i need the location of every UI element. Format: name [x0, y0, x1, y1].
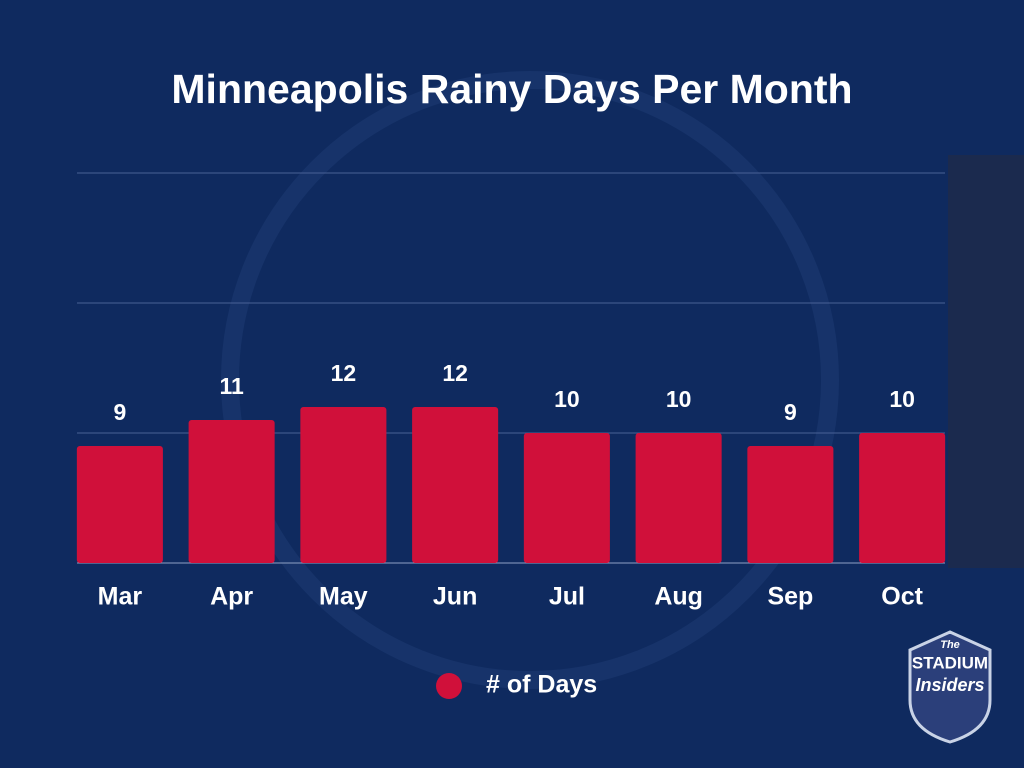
value-label: 10: [889, 386, 915, 412]
logo-text: The: [940, 639, 960, 651]
legend-marker: [436, 673, 462, 699]
x-tick-label: Jul: [549, 583, 585, 611]
x-tick-label: May: [319, 583, 368, 611]
logo-badge: [908, 630, 992, 744]
value-label: 9: [113, 399, 126, 425]
side-panel: [948, 155, 1024, 568]
logo: The STADIUM Insiders: [908, 630, 992, 744]
x-tick-label: Oct: [881, 583, 923, 611]
x-tick-label: Jun: [433, 583, 477, 611]
bar: [523, 433, 610, 563]
value-label: 10: [554, 386, 580, 412]
value-label: 11: [219, 373, 244, 399]
value-label: 9: [784, 399, 797, 425]
x-tick-label: Mar: [98, 583, 143, 611]
value-label: 12: [331, 360, 357, 386]
bar: [412, 407, 499, 563]
x-tick-label: Aug: [654, 583, 703, 611]
watermark: [221, 71, 839, 689]
chart-title: Minneapolis Rainy Days Per Month: [171, 66, 852, 112]
logo-text: Insiders: [915, 675, 984, 695]
legend-label: # of Days: [486, 671, 597, 699]
value-label: 10: [666, 386, 692, 412]
bar: [859, 433, 946, 563]
bar: [188, 420, 275, 563]
bar: [747, 446, 834, 563]
x-tick-label: Sep: [767, 583, 813, 611]
bar: [300, 407, 387, 563]
value-label: 12: [442, 360, 468, 386]
bar: [635, 433, 722, 563]
logo-text: STADIUM: [912, 653, 988, 672]
x-tick-label: Apr: [210, 583, 253, 611]
bar: [76, 446, 163, 563]
